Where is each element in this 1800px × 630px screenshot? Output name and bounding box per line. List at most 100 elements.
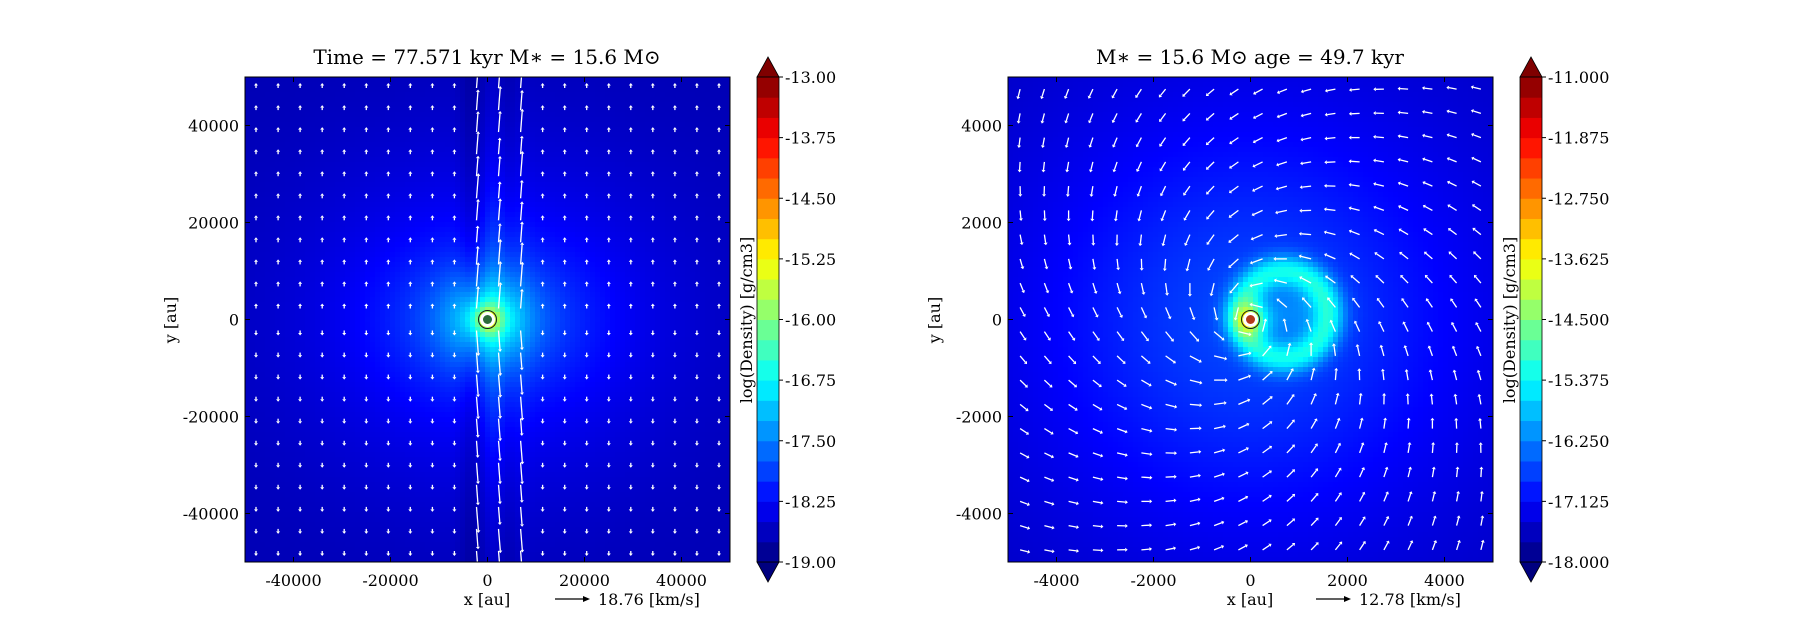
density-cell — [490, 157, 496, 163]
density-cell — [580, 252, 586, 258]
density-cell — [260, 307, 266, 313]
density-cell — [530, 207, 536, 213]
density-cell — [245, 177, 251, 183]
density-cell — [540, 317, 546, 323]
density-cell — [385, 222, 391, 228]
density-cell — [470, 127, 476, 133]
density-cell — [580, 132, 586, 138]
density-cell — [645, 107, 651, 113]
density-cell — [410, 277, 416, 283]
density-cell — [530, 212, 536, 218]
density-cell — [490, 217, 496, 223]
density-cell — [560, 77, 566, 83]
density-cell — [720, 87, 726, 93]
density-cell — [270, 102, 276, 108]
density-cell — [465, 257, 471, 263]
density-cell — [545, 277, 551, 283]
density-cell — [590, 172, 596, 178]
density-cell — [310, 227, 316, 233]
density-cell — [700, 277, 706, 283]
density-cell — [480, 212, 486, 218]
density-cell — [480, 162, 486, 168]
density-cell — [275, 207, 281, 213]
density-cell — [435, 107, 441, 113]
density-cell — [700, 197, 706, 203]
density-cell — [270, 292, 276, 298]
density-cell — [320, 202, 326, 208]
density-cell — [360, 247, 366, 253]
density-cell — [345, 192, 351, 198]
density-cell — [345, 152, 351, 158]
density-cell — [680, 307, 686, 313]
density-cell — [315, 302, 321, 308]
density-cell — [255, 322, 261, 328]
density-cell — [645, 132, 651, 138]
density-cell — [525, 97, 531, 103]
density-cell — [265, 292, 271, 298]
density-cell — [330, 167, 336, 173]
density-cell — [285, 232, 291, 238]
density-cell — [370, 227, 376, 233]
density-cell — [310, 112, 316, 118]
density-cell — [440, 97, 446, 103]
density-cell — [665, 157, 671, 163]
density-cell — [695, 112, 701, 118]
density-cell — [500, 102, 506, 108]
density-cell — [245, 102, 251, 108]
density-cell — [620, 302, 626, 308]
density-cell — [345, 167, 351, 173]
density-cell — [550, 107, 556, 113]
density-cell — [535, 87, 541, 93]
density-cell — [465, 237, 471, 243]
density-cell — [575, 212, 581, 218]
density-cell — [245, 97, 251, 103]
density-cell — [265, 187, 271, 193]
density-cell — [445, 187, 451, 193]
density-cell — [435, 92, 441, 98]
density-cell — [570, 272, 576, 278]
density-cell — [420, 327, 426, 333]
density-cell — [340, 272, 346, 278]
density-cell — [300, 77, 306, 83]
density-cell — [435, 222, 441, 228]
density-cell — [590, 232, 596, 238]
density-cell — [480, 147, 486, 153]
density-cell — [690, 217, 696, 223]
density-cell — [325, 132, 331, 138]
density-cell — [515, 232, 521, 238]
density-cell — [395, 317, 401, 323]
density-cell — [640, 102, 646, 108]
density-cell — [685, 97, 691, 103]
density-cell — [415, 332, 421, 338]
density-cell — [275, 292, 281, 298]
density-cell — [600, 292, 606, 298]
density-cell — [565, 187, 571, 193]
density-cell — [545, 107, 551, 113]
density-cell — [575, 262, 581, 268]
density-cell — [440, 237, 446, 243]
density-cell — [445, 192, 451, 198]
density-cell — [660, 242, 666, 248]
density-cell — [665, 92, 671, 98]
density-cell — [330, 77, 336, 83]
density-cell — [325, 302, 331, 308]
density-cell — [435, 97, 441, 103]
density-cell — [535, 177, 541, 183]
density-cell — [280, 107, 286, 113]
density-cell — [510, 272, 516, 278]
density-cell — [485, 112, 491, 118]
density-cell — [610, 267, 616, 273]
density-cell — [530, 97, 536, 103]
density-cell — [325, 107, 331, 113]
density-cell — [570, 147, 576, 153]
density-cell — [435, 287, 441, 293]
density-cell — [380, 152, 386, 158]
density-cell — [350, 92, 356, 98]
density-cell — [250, 277, 256, 283]
density-cell — [440, 82, 446, 88]
density-cell — [300, 122, 306, 128]
density-cell — [295, 182, 301, 188]
density-cell — [625, 232, 631, 238]
density-cell — [690, 162, 696, 168]
density-cell — [555, 107, 561, 113]
